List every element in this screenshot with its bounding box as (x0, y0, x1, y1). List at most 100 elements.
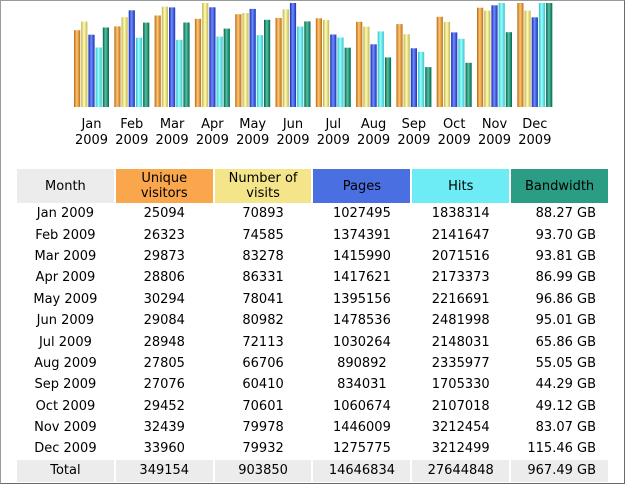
bar-hits-9 (458, 38, 465, 107)
row-month: Nov 2009 (34, 420, 97, 436)
table-body: Jan 2009 25094 70893 1027495 1838314 88.27 GB… (17, 203, 608, 460)
x-tick-label-line: Jan (80, 117, 101, 132)
x-tick-label-line: 2009 (276, 133, 309, 148)
x-tick-label-3: Apr 2009 (196, 117, 229, 148)
bar-pages-9 (451, 32, 458, 107)
row-pages: 1374391 (332, 227, 391, 243)
row-hits: 2071516 (431, 248, 490, 264)
row-month: Mar 2009 (34, 248, 97, 264)
bar-pages-7 (370, 44, 377, 107)
bar-bandwidth-10 (505, 32, 512, 108)
x-tick-label-line: 2009 (156, 133, 189, 148)
bar-unique-visitors-9 (436, 16, 443, 107)
row-pages: 1030264 (332, 334, 391, 350)
x-tick-label-line: 2009 (518, 133, 551, 148)
bar-hits-2 (176, 39, 183, 107)
row-hits: 3212499 (431, 441, 490, 457)
bar-hits-0 (95, 47, 102, 107)
row-bandwidth: 86.99 GB (535, 270, 596, 286)
table-row: Oct 2009 29452 70601 1060674 2107018 49.12 GB (17, 396, 608, 417)
bar-pages-4 (249, 8, 256, 107)
bar-pages-5 (289, 3, 297, 107)
bar-pages-10 (491, 5, 498, 107)
x-tick-label-5: Jun 2009 (276, 117, 309, 148)
row-visits: 70893 (242, 206, 284, 222)
bar-number-of-visits-1 (121, 17, 128, 108)
row-unique-visitors: 29084 (143, 313, 185, 329)
row-visits: 86331 (242, 270, 284, 286)
row-bandwidth: 95.01 GB (535, 313, 596, 329)
x-tick-label-line: Jul (324, 117, 341, 132)
table-row: Aug 2009 27805 66706 890892 2335977 55.05 GB (17, 353, 608, 374)
row-unique-visitors: 27805 (143, 355, 185, 371)
bar-number-of-visits-8 (403, 34, 410, 108)
row-bandwidth: 88.27 GB (535, 206, 596, 222)
bar-unique-visitors-0 (74, 30, 81, 108)
total-unique-visitors: 349154 (115, 459, 213, 482)
bar-unique-visitors-10 (477, 7, 484, 108)
bar-bandwidth-2 (183, 22, 190, 107)
x-tick-label-line: Sep (402, 117, 427, 132)
table-row: May 2009 30294 78041 1395156 2216691 96.86 GB (17, 289, 608, 310)
table-row: Jun 2009 29084 80982 1478536 2481998 95.01 GB (17, 310, 608, 331)
row-hits: 2148031 (431, 334, 490, 350)
x-tick-label-line: 2009 (115, 133, 148, 148)
x-tick-label-line: Oct (443, 117, 465, 132)
row-bandwidth: 96.86 GB (535, 291, 596, 307)
total-visits: 903850 (214, 459, 312, 482)
row-hits: 2481998 (431, 313, 490, 329)
bar-number-of-visits-11 (524, 10, 531, 108)
row-hits: 2216691 (431, 291, 490, 307)
row-month: May 2009 (33, 291, 98, 307)
bar-bandwidth-4 (264, 19, 271, 107)
row-hits: 2107018 (431, 398, 490, 414)
bar-pages-3 (209, 7, 216, 107)
row-bandwidth: 55.05 GB (535, 355, 596, 371)
row-month: Dec 2009 (34, 441, 97, 457)
row-bandwidth: 93.81 GB (535, 248, 596, 264)
x-tick-label-line: May (239, 117, 266, 132)
bar-unique-visitors-11 (517, 3, 524, 107)
row-unique-visitors: 30294 (143, 291, 185, 307)
table-row: Dec 2009 33960 79932 1275775 3212499 115.46 G… (17, 438, 608, 459)
row-month: Sep 2009 (34, 377, 97, 393)
row-pages: 890892 (337, 355, 387, 371)
x-tick-label-line: 2009 (75, 133, 108, 148)
bar-hits-5 (297, 26, 304, 108)
bar-pages-2 (169, 7, 176, 107)
row-pages: 1417621 (332, 270, 391, 286)
x-tick-label-2: Mar 2009 (156, 117, 189, 148)
row-hits: 2335977 (431, 355, 490, 371)
header-number-of-visits: Number of visits (214, 169, 312, 203)
bar-unique-visitors-1 (114, 26, 121, 107)
x-tick-label-line: 2009 (478, 133, 511, 148)
bar-pages-11 (531, 17, 538, 107)
table-row: Nov 2009 32439 79978 1446009 3212454 83.07 GB (17, 417, 608, 438)
row-bandwidth: 83.07 GB (535, 420, 596, 436)
bar-number-of-visits-3 (202, 3, 209, 107)
bar-unique-visitors-6 (315, 18, 322, 107)
bar-bandwidth-6 (344, 47, 351, 107)
table-row: Sep 2009 27076 60410 834031 1705330 44.29 GB (17, 374, 608, 395)
row-pages: 1060674 (332, 398, 391, 414)
row-month: Feb 2009 (35, 227, 96, 243)
row-month: Aug 2009 (34, 355, 97, 371)
bar-bandwidth-0 (102, 27, 109, 107)
x-tick-label-line: 2009 (196, 133, 229, 148)
bar-hits-1 (135, 37, 143, 108)
bar-unique-visitors-3 (194, 18, 202, 107)
row-visits: 83278 (242, 248, 284, 264)
bar-hits-6 (337, 37, 344, 107)
total-label: Total (17, 459, 114, 482)
x-tick-label-0: Jan 2009 (75, 117, 108, 148)
x-tick-label-7: Aug 2009 (357, 117, 390, 148)
x-tick-label-8: Sep 2009 (397, 117, 430, 148)
x-tick-label-line: 2009 (438, 133, 471, 148)
x-tick-label-line: Dec (522, 117, 547, 132)
bar-bandwidth-11 (546, 3, 553, 107)
row-month: Jul 2009 (38, 334, 92, 350)
row-hits: 1705330 (431, 377, 490, 393)
x-tick-label-10: Nov 2009 (478, 117, 511, 148)
row-visits: 79932 (242, 441, 284, 457)
